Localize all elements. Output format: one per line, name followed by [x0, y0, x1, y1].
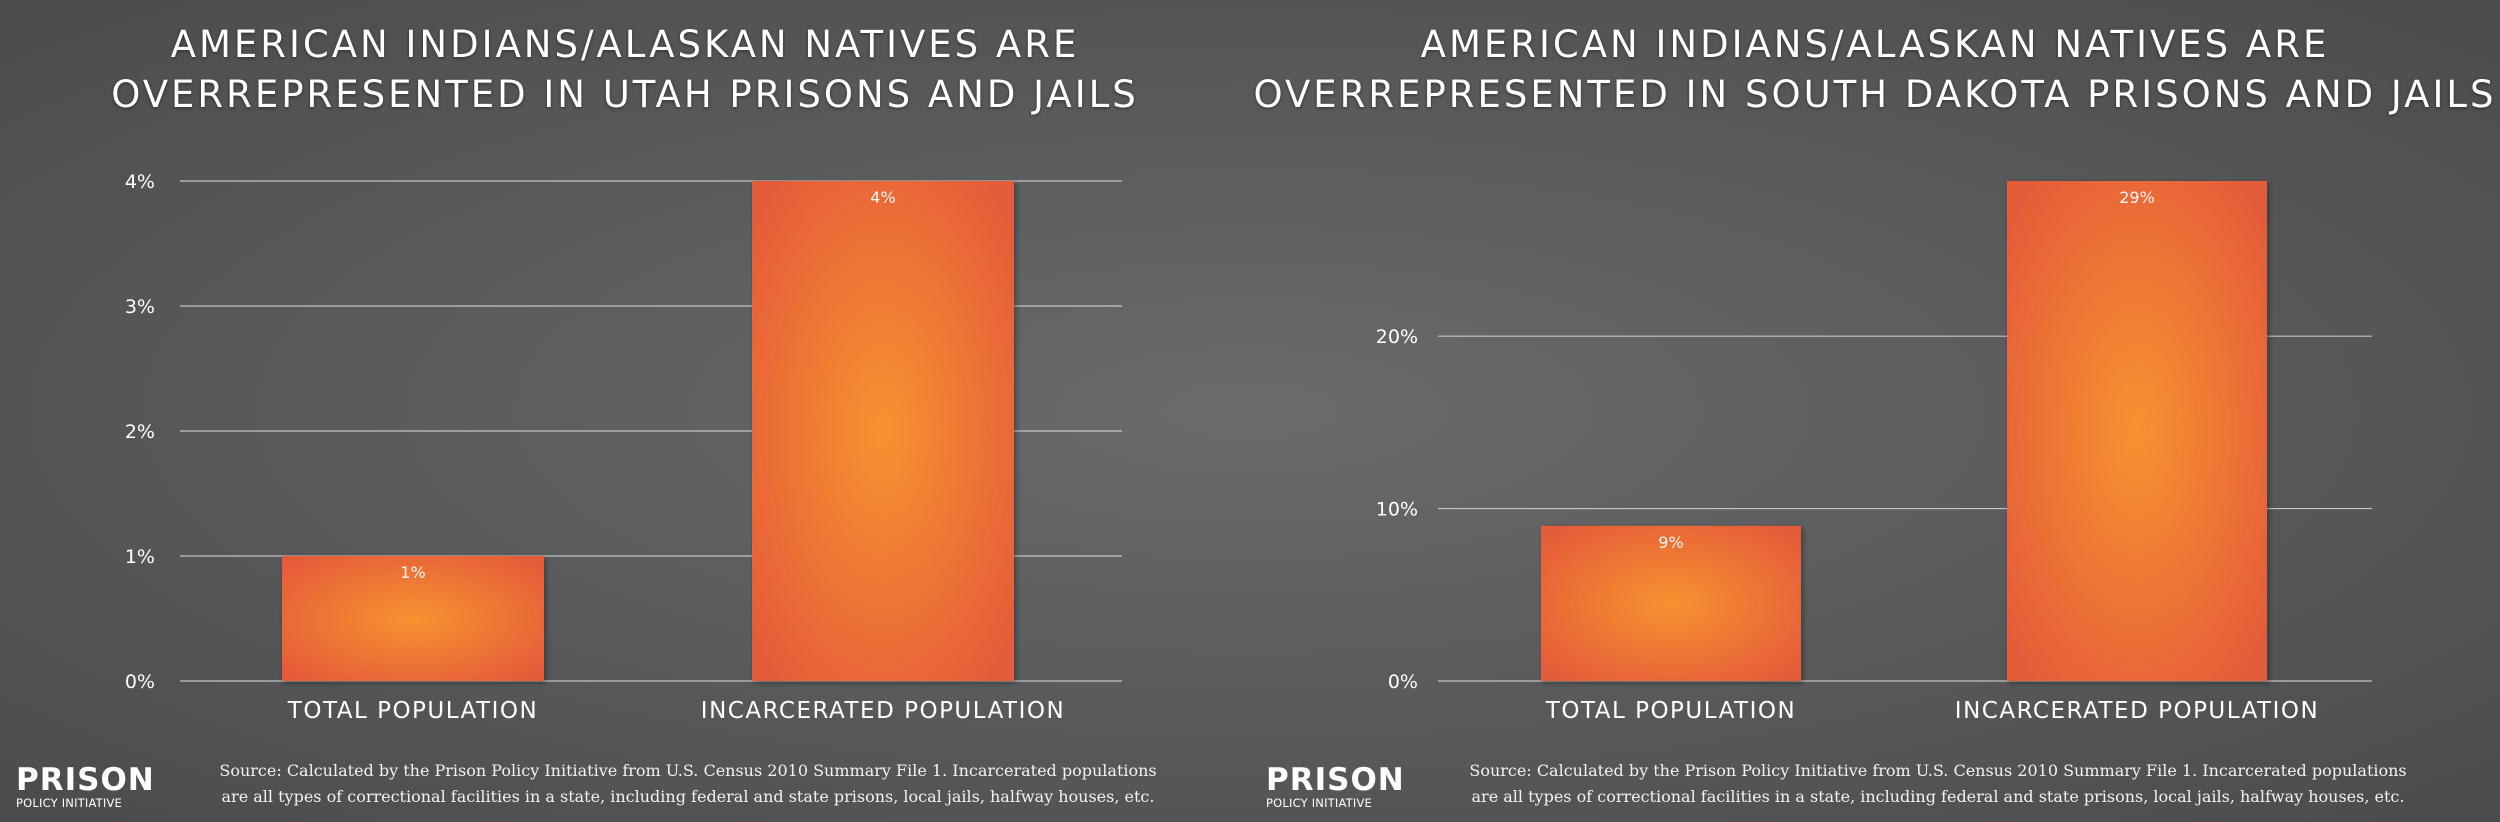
chart-panel-utah: AMERICAN INDIANS/ALASKAN NATIVES ARE OVER… [0, 20, 1250, 822]
chart-title-text: AMERICAN INDIANS/ALASKAN NATIVES ARE OVER… [111, 23, 1139, 116]
logo-wordmark: PRISON [16, 762, 155, 798]
logo-wordmark: PRISON [1266, 762, 1405, 798]
footer: PRISON POLICY INITIATIVE Source: Calcula… [0, 752, 1250, 822]
bar-data-label: 4% [870, 188, 895, 207]
source-line-2: are all types of correctional facilities… [221, 787, 1155, 806]
source-note: Source: Calculated by the Prison Policy … [148, 758, 1228, 810]
y-tick-label: 1% [125, 546, 155, 568]
y-tick-label: 20% [1376, 326, 1418, 348]
bar-data-label: 1% [400, 563, 425, 582]
chart-title-text: AMERICAN INDIANS/ALASKAN NATIVES ARE OVER… [1253, 23, 2497, 116]
footer: PRISON POLICY INITIATIVE Source: Calcula… [1250, 752, 2500, 822]
logo-subtitle: POLICY INITIATIVE [1266, 796, 1373, 810]
bar [282, 556, 544, 681]
chart-title: AMERICAN INDIANS/ALASKAN NATIVES ARE OVER… [0, 20, 1250, 120]
chart-panel-south-dakota: AMERICAN INDIANS/ALASKAN NATIVES ARE OVER… [1250, 0, 2500, 822]
y-tick-label: 3% [125, 296, 155, 318]
chart-title: AMERICAN INDIANS/ALASKAN NATIVES ARE OVER… [1250, 20, 2500, 120]
bar [1541, 525, 1801, 681]
source-line-1: Source: Calculated by the Prison Policy … [1469, 761, 2407, 780]
source-line-2: are all types of correctional facilities… [1471, 787, 2405, 806]
x-category-label: INCARCERATED POPULATION [701, 698, 1065, 724]
bar-chart-utah: 0% 1% 2% 3% 4% 1% TOTAL POPULATION 4% INCARCERAT… [125, 171, 1122, 724]
source-note: Source: Calculated by the Prison Policy … [1398, 758, 2478, 810]
x-category-label: INCARCERATED POPULATION [1955, 698, 2319, 724]
bar [2007, 181, 2267, 681]
y-tick-label: 0% [1388, 671, 1418, 693]
x-category-label: TOTAL POPULATION [1545, 698, 1796, 724]
y-tick-label: 4% [125, 171, 155, 193]
source-line-1: Source: Calculated by the Prison Policy … [219, 761, 1157, 780]
bar-chart-south-dakota: 0% 10% 20% 9% TOTAL POPULATION 29% INCARCERATE… [1376, 181, 2372, 724]
prison-policy-initiative-logo: PRISON POLICY INITIATIVE [16, 762, 155, 810]
bar-data-label: 29% [2119, 188, 2155, 207]
logo-subtitle: POLICY INITIATIVE [16, 796, 123, 810]
y-tick-label: 10% [1376, 499, 1418, 521]
bar-data-label: 9% [1658, 533, 1683, 552]
y-tick-label: 2% [125, 421, 155, 443]
y-tick-label: 0% [125, 671, 155, 693]
x-category-label: TOTAL POPULATION [287, 698, 538, 724]
prison-policy-initiative-logo: PRISON POLICY INITIATIVE [1266, 762, 1405, 810]
bar [752, 181, 1014, 681]
